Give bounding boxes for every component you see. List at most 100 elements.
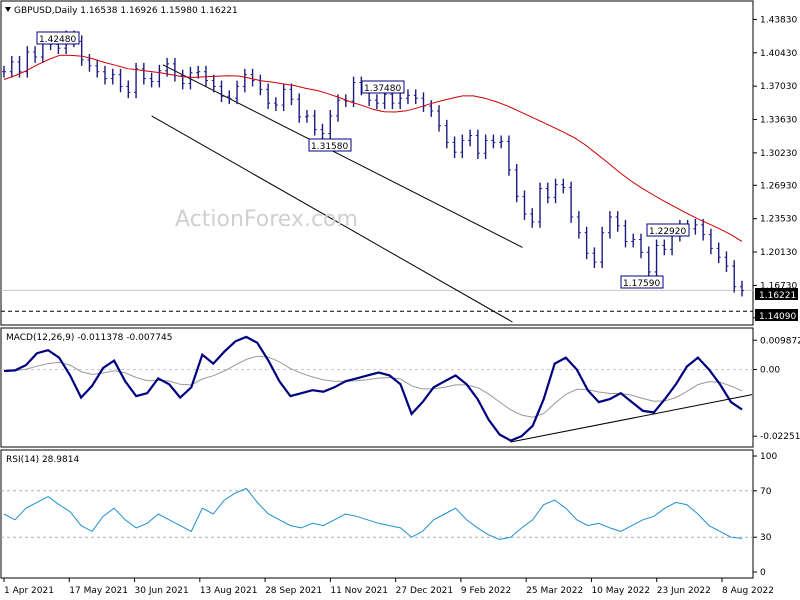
- price-bar: [235, 80, 240, 105]
- price-bar: [95, 59, 100, 78]
- price-bar: [180, 69, 185, 90]
- x-tick-label: 13 Aug 2021: [200, 586, 258, 596]
- annotation-label: 1.17590: [623, 279, 660, 289]
- price-bar: [576, 211, 581, 239]
- price-bar: [266, 83, 271, 110]
- price-bar: [405, 89, 410, 105]
- annotation-high-3: 1.22920: [646, 223, 690, 237]
- price-bar: [289, 83, 294, 106]
- annotation-label: 1.37480: [364, 84, 401, 94]
- x-tick-label: 23 Jun 2022: [657, 586, 711, 596]
- price-bar: [281, 83, 286, 111]
- x-tick-label: 28 Sep 2021: [265, 586, 322, 596]
- price-bar: [639, 233, 644, 259]
- price-bar: [716, 242, 721, 264]
- annotation-label: 1.42480: [39, 35, 76, 45]
- price-bar: [592, 247, 597, 269]
- support-level-label: 1.14090: [759, 312, 796, 322]
- price-bar: [9, 56, 14, 78]
- macd-layer: [1, 335, 753, 443]
- price-bar: [203, 65, 208, 87]
- channel-upper-line: [162, 64, 523, 248]
- annotation-low-2: 1.17590: [620, 275, 664, 289]
- price-bar: [25, 46, 30, 78]
- price-tick-label: 1.30230: [760, 149, 797, 159]
- price-bar: [522, 190, 527, 220]
- price-bar: [102, 65, 107, 85]
- macd-y-axis: 0.009872 0.00 -0.022516: [753, 336, 800, 442]
- macd-title: MACD(12,26,9) -0.011378 -0.007745: [6, 333, 172, 343]
- price-panel-frame: [0, 0, 754, 326]
- price-bar: [740, 280, 744, 297]
- x-tick-label: 8 Aug 2022: [722, 586, 774, 596]
- price-bar: [437, 105, 442, 132]
- macd-line: [3, 335, 743, 442]
- price-bar: [320, 123, 325, 140]
- channel-lower-line: [151, 115, 513, 323]
- support-level-tag: 1.14090: [755, 309, 798, 322]
- price-bar: [211, 74, 216, 93]
- macd-tick-label: -0.022516: [760, 432, 800, 442]
- price-bar: [157, 64, 162, 88]
- x-tick-label: 11 Nov 2021: [330, 586, 388, 596]
- moving-average-line: [3, 54, 743, 242]
- price-bar: [538, 182, 543, 228]
- price-bar: [398, 92, 403, 110]
- price-bar: [483, 134, 488, 160]
- x-tick-label: 25 Mar 2022: [526, 586, 583, 596]
- price-bar: [227, 90, 232, 105]
- rsi-tick-label: 70: [760, 487, 772, 497]
- watermark: ActionForex.com: [175, 207, 358, 232]
- price-bar: [118, 68, 123, 93]
- current-price-label: 1.16221: [759, 291, 796, 301]
- price-bar: [258, 74, 263, 96]
- price-bar: [654, 239, 659, 278]
- price-bar: [545, 182, 550, 204]
- annotation-label: 1.22920: [649, 227, 686, 237]
- price-bar: [87, 54, 92, 72]
- rsi-panel-frame: [0, 449, 754, 579]
- price-tick-label: 1.26930: [760, 181, 797, 191]
- price-bar: [79, 35, 84, 66]
- macd-tick-label: 0.00: [760, 365, 780, 375]
- price-bar: [732, 260, 737, 293]
- price-tick-label: 1.37030: [760, 82, 797, 92]
- price-bar: [623, 219, 628, 248]
- price-bar: [506, 135, 511, 176]
- price-bar: [304, 110, 309, 123]
- price-y-axis: 1.43830 1.40430 1.37030 1.33630 1.30230 1.269…: [753, 15, 797, 324]
- x-tick-label: 10 May 2022: [591, 586, 650, 596]
- annotation-box: [36, 31, 80, 45]
- price-bar: [468, 129, 473, 147]
- rsi-tick-label: 0: [760, 568, 766, 578]
- price-bar: [336, 94, 341, 122]
- price-bar: [615, 211, 620, 232]
- current-price-tag: 1.16221: [755, 288, 798, 301]
- price-bar: [421, 92, 426, 112]
- price-bar: [724, 251, 729, 272]
- price-bar: [242, 68, 247, 93]
- price-bar: [374, 94, 379, 110]
- annotation-box: [620, 275, 664, 289]
- rsi-tick-label: 100: [760, 452, 777, 462]
- price-bar: [141, 62, 146, 85]
- price-bar: [273, 97, 278, 111]
- annotation-low-1: 1.31580: [308, 138, 352, 152]
- rsi-y-axis: 100 70 30 0: [753, 452, 777, 578]
- annotation-layer: 1.42480 1.37480 1.31580 1.22920 1.17590: [36, 31, 690, 289]
- price-bar: [219, 80, 224, 103]
- price-bar: [33, 46, 38, 63]
- macd-signal-line: [3, 355, 743, 418]
- price-bar: [149, 72, 154, 88]
- price-title: GBPUSD,Daily 1.16538 1.16926 1.15980 1.1…: [5, 6, 238, 16]
- price-bar: [188, 66, 193, 90]
- annotation-label: 1.31580: [311, 142, 348, 152]
- annotation-high-2: 1.37480: [361, 80, 405, 94]
- dropdown-arrow-icon[interactable]: [5, 7, 11, 12]
- price-bar: [328, 110, 333, 140]
- price-bar: [475, 129, 480, 160]
- price-bar: [491, 134, 496, 149]
- price-bar: [646, 246, 651, 278]
- rsi-line: [3, 487, 743, 541]
